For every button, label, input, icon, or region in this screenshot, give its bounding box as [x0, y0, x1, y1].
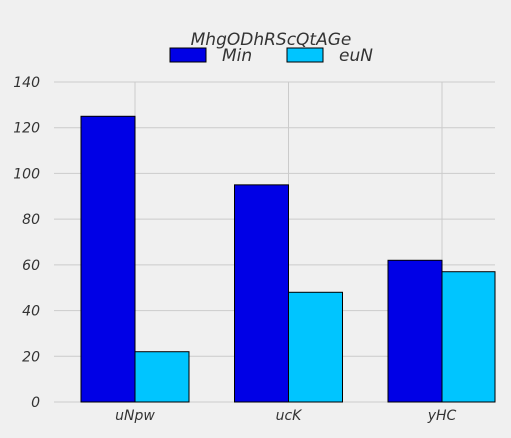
y-tick-label: 140: [13, 75, 40, 91]
y-tick-label: 20: [22, 349, 40, 365]
bars-layer: [80, 115, 496, 403]
y-tick-label: 40: [22, 304, 40, 320]
bar-min-unpw: [80, 115, 136, 403]
y-tick-label: 120: [13, 121, 40, 137]
y-tick-label: 0: [31, 395, 40, 411]
bar-eun-uck: [288, 291, 343, 403]
x-tick-label: uNpw: [115, 408, 155, 424]
y-tick-label: 60: [22, 258, 40, 274]
x-tick-label: ucK: [276, 408, 304, 424]
bar-min-uck: [234, 184, 289, 403]
bar-eun-yhc: [441, 271, 496, 403]
y-tick-label: 100: [13, 166, 40, 182]
x-tick-label: yHC: [427, 408, 457, 424]
legend-label: euN: [339, 46, 373, 66]
legend: MhgODhRScQtAGe Min euN: [169, 30, 373, 66]
legend-title: MhgODhRScQtAGe: [191, 30, 352, 50]
legend-swatch: [169, 47, 207, 63]
legend-swatch: [286, 47, 324, 63]
ticks-layer: 0 20 40 60 80 100 120 140 uNpw ucK yHC: [13, 75, 456, 424]
bar-eun-unpw: [134, 351, 190, 403]
bar-min-yhc: [387, 259, 443, 403]
y-tick-label: 80: [22, 212, 40, 228]
legend-label: Min: [222, 46, 252, 66]
